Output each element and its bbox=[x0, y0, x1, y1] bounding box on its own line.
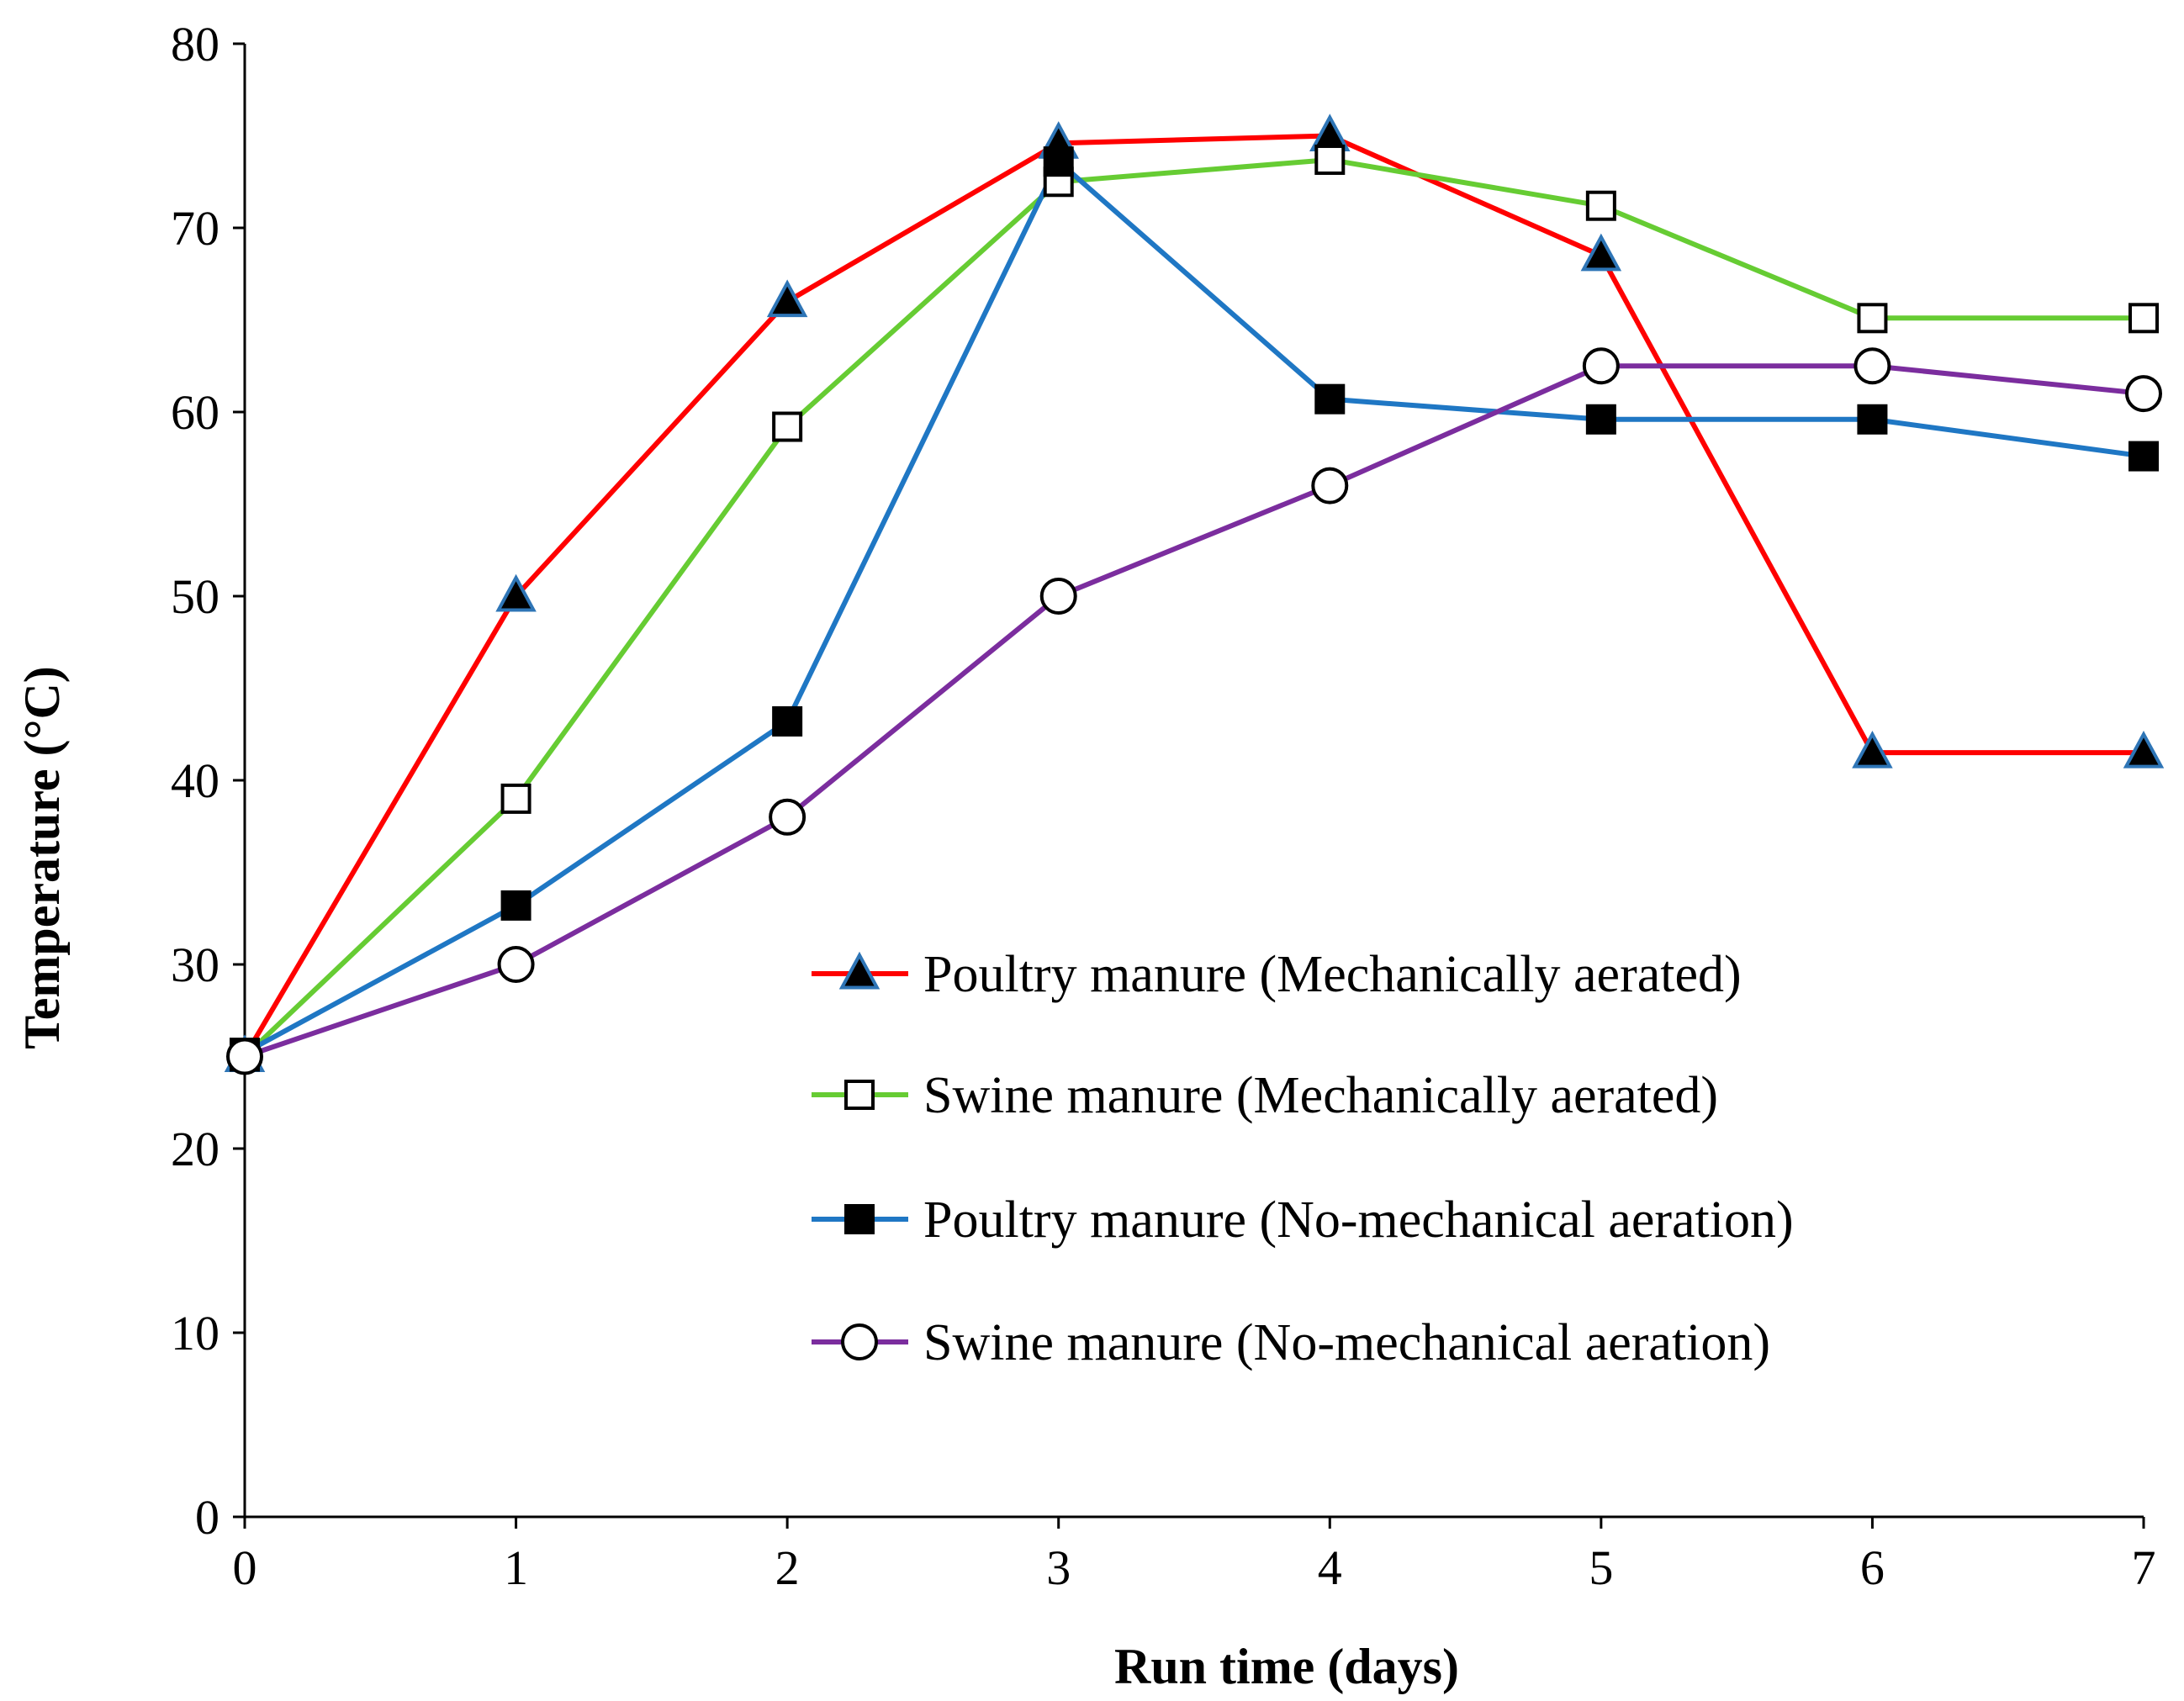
data-point bbox=[1043, 146, 1074, 177]
y-tick-label: 30 bbox=[171, 938, 219, 992]
data-point bbox=[1314, 144, 1346, 175]
series-line bbox=[242, 156, 2144, 1059]
data-point bbox=[1580, 233, 1622, 272]
legend-label: Swine manure (Mechanically aerated) bbox=[923, 1067, 1718, 1124]
data-point bbox=[2123, 730, 2165, 769]
y-axis: 0 10 20 30 40 50 60 70 80 bbox=[171, 17, 246, 1545]
data-point bbox=[766, 279, 808, 318]
legend-swatch-marker bbox=[838, 951, 880, 990]
x-tick-label: 1 bbox=[504, 1540, 528, 1595]
x-tick-label: 5 bbox=[1589, 1540, 1613, 1595]
legend-label: Swine manure (No-mechanical aeration) bbox=[923, 1314, 1770, 1371]
data-point bbox=[2128, 441, 2159, 472]
x-tick-label: 0 bbox=[233, 1540, 257, 1595]
y-tick-label: 20 bbox=[171, 1122, 219, 1176]
data-point bbox=[1857, 404, 1888, 435]
y-tick-label: 60 bbox=[171, 385, 219, 440]
y-axis-title: Temperature (°C) bbox=[14, 666, 70, 1049]
series-line bbox=[244, 363, 2144, 1059]
data-point bbox=[1852, 730, 1893, 769]
legend-label: Poultry manure (Mechanically aerated) bbox=[923, 946, 1742, 1003]
x-tick-label: 3 bbox=[1046, 1540, 1071, 1595]
y-tick-label: 70 bbox=[171, 201, 219, 256]
data-point bbox=[226, 1038, 263, 1075]
series-4-markers bbox=[226, 347, 2162, 1075]
y-tick-label: 50 bbox=[171, 569, 219, 624]
data-point bbox=[1585, 190, 1616, 221]
legend-item-1: Poultry manure (Mechanically aerated) bbox=[812, 946, 1742, 1003]
legend-item-4: Swine manure (No-mechanical aeration) bbox=[812, 1314, 1770, 1371]
series-4 bbox=[244, 363, 2144, 1059]
data-point bbox=[769, 798, 806, 836]
data-point bbox=[1857, 303, 1888, 334]
data-point bbox=[500, 783, 531, 814]
data-point bbox=[2125, 375, 2162, 413]
series-1 bbox=[242, 133, 2144, 1059]
legend-item-3: Poultry manure (No-mechanical aeration) bbox=[812, 1191, 1794, 1249]
x-axis: 0 1 2 3 4 5 6 7 bbox=[233, 1515, 2156, 1595]
y-tick-label: 10 bbox=[171, 1306, 219, 1360]
y-tick-label: 0 bbox=[195, 1490, 219, 1545]
legend-swatch-marker bbox=[841, 1323, 878, 1360]
data-point bbox=[1853, 347, 1891, 385]
series-1-markers bbox=[224, 114, 2165, 1072]
data-point bbox=[1314, 383, 1346, 415]
y-tick-label: 80 bbox=[171, 17, 219, 71]
series-line bbox=[242, 133, 2144, 1059]
data-point bbox=[772, 411, 803, 442]
data-point bbox=[1582, 347, 1620, 385]
legend-swatch-marker bbox=[844, 1080, 875, 1110]
x-tick-label: 2 bbox=[775, 1540, 800, 1595]
plot-area bbox=[224, 114, 2165, 1075]
legend: Poultry manure (Mechanically aerated) Swi… bbox=[812, 946, 1794, 1371]
x-tick-label: 4 bbox=[1318, 1540, 1342, 1595]
data-point bbox=[1039, 578, 1077, 615]
data-point bbox=[2128, 303, 2159, 334]
data-point bbox=[772, 705, 803, 737]
data-point bbox=[500, 890, 531, 921]
legend-label: Poultry manure (No-mechanical aeration) bbox=[923, 1191, 1794, 1249]
series-line bbox=[243, 159, 2144, 1055]
data-point bbox=[1311, 467, 1349, 504]
x-axis-title: Run time (days) bbox=[1114, 1639, 1459, 1694]
y-tick-label: 40 bbox=[171, 753, 219, 808]
x-tick-label: 6 bbox=[1860, 1540, 1885, 1595]
data-point bbox=[497, 946, 535, 983]
legend-swatch-marker bbox=[844, 1204, 875, 1234]
series-2 bbox=[242, 156, 2144, 1059]
series-3 bbox=[243, 159, 2144, 1055]
legend-item-2: Swine manure (Mechanically aerated) bbox=[812, 1067, 1718, 1124]
x-tick-label: 7 bbox=[2132, 1540, 2156, 1595]
data-point bbox=[1585, 404, 1616, 435]
data-point bbox=[495, 573, 537, 612]
